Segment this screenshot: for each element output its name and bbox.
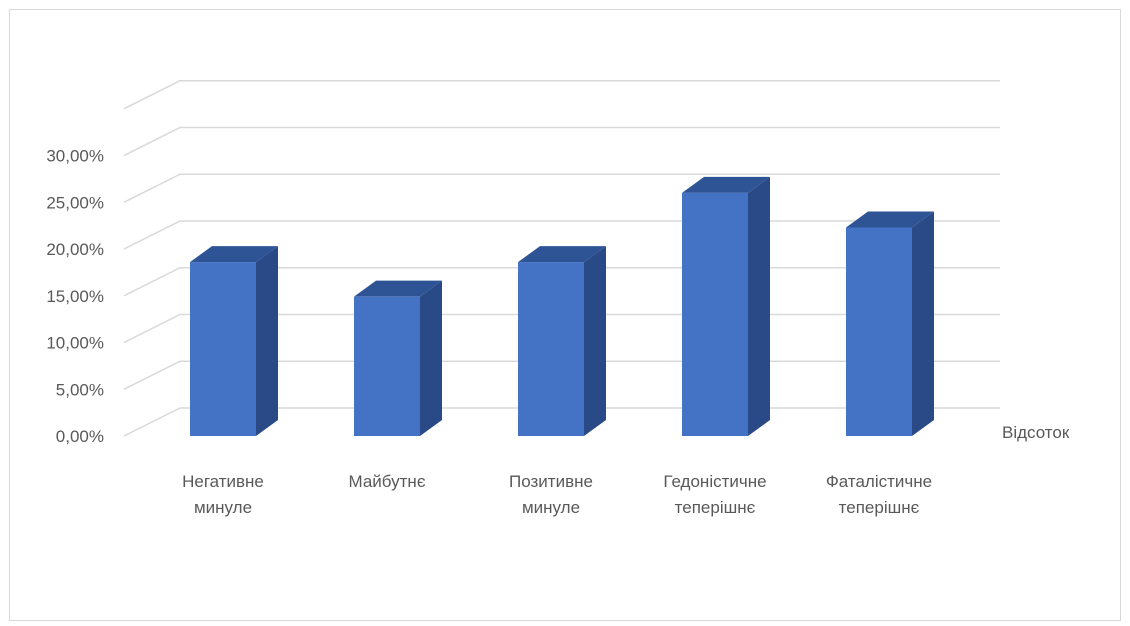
bar-top: [682, 176, 770, 193]
x-category-label: Фаталістичне теперішнє: [826, 472, 932, 517]
bar-side: [256, 246, 278, 436]
gridline: [123, 80, 1000, 110]
y-tick-label: 10,00%: [46, 334, 104, 353]
bar-top: [354, 280, 442, 297]
x-category-line: Гедоністичне: [663, 472, 766, 491]
gridline: [123, 173, 1000, 203]
y-axis-ticks: 0,00% 5,00% 10,00% 15,00% 20,00% 25,00% 30,00%: [46, 147, 104, 447]
x-category-label: Позитивне минуле: [509, 472, 593, 517]
x-category-label: Негативне минуле: [182, 472, 264, 517]
y-tick-label: 5,00%: [56, 380, 104, 399]
bar: [846, 211, 934, 436]
bar-side: [748, 176, 770, 436]
bar-top: [518, 246, 606, 263]
bar-top: [190, 246, 278, 263]
bar: [682, 176, 770, 436]
bar-front: [682, 192, 748, 436]
bars: [190, 176, 934, 436]
y-tick-label: 20,00%: [46, 240, 104, 259]
x-category-line: Позитивне: [509, 472, 593, 491]
y-tick-label: 25,00%: [46, 193, 104, 212]
x-category-label: Гедоністичне теперішнє: [663, 472, 766, 517]
x-category-line: минуле: [522, 498, 580, 517]
x-category-line: теперішнє: [839, 498, 920, 517]
x-category-label: Майбутнє: [348, 472, 425, 491]
bar-front: [846, 227, 912, 436]
bar: [354, 280, 442, 436]
x-category-line: Майбутнє: [348, 472, 425, 491]
y-tick-label: 15,00%: [46, 287, 104, 306]
bar-side: [584, 246, 606, 436]
gridline: [123, 126, 1000, 157]
series-axis-label: Відсоток: [1002, 423, 1070, 442]
bar-front: [518, 262, 584, 436]
x-category-line: теперішнє: [675, 498, 756, 517]
x-axis-categories: Негативне минуле Майбутнє Позитивне минуле Ге…: [182, 472, 932, 517]
bar: [518, 246, 606, 436]
bar-side: [912, 211, 934, 436]
x-category-line: минуле: [194, 498, 252, 517]
depth-axis: Відсоток: [1002, 423, 1070, 442]
bar-side: [420, 280, 442, 436]
x-category-line: Фаталістичне: [826, 472, 932, 491]
bar: [190, 246, 278, 436]
bar-front: [354, 296, 420, 436]
x-category-line: Негативне: [182, 472, 264, 491]
bar-top: [846, 211, 934, 228]
y-tick-label: 30,00%: [46, 147, 104, 166]
y-tick-label: 0,00%: [56, 427, 104, 446]
bar-front: [190, 262, 256, 436]
